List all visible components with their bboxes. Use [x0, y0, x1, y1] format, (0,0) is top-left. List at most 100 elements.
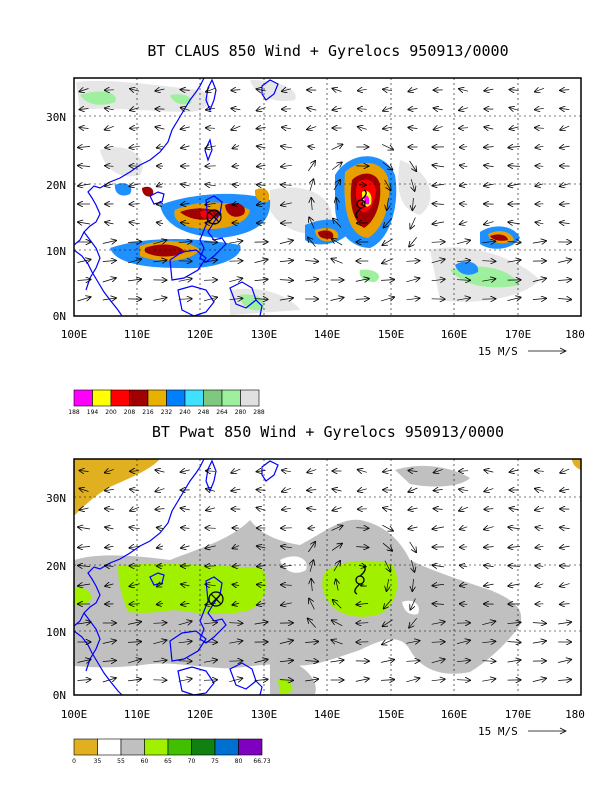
pwat-wind-arrow [308, 619, 316, 628]
pwat-wind-arrow [381, 680, 394, 681]
claus-wind-arrow [102, 261, 116, 262]
pwat-wind-arrow [560, 546, 570, 548]
pwat-wind-arrow [205, 546, 216, 549]
claus-wind-arrow [532, 278, 546, 281]
claus-wind-arrow [434, 108, 443, 110]
pwat-wind-arrow [311, 579, 312, 592]
claus-wind-arrow [560, 108, 570, 109]
pwat-colorbar-label: 0 [72, 758, 76, 765]
pwat-wind-arrow [282, 470, 291, 472]
pwat-wind-arrow [102, 641, 116, 644]
claus-wind-arrow [257, 89, 266, 91]
claus-colorbar-label: 200 [105, 409, 117, 416]
claus-wind-arrow [560, 90, 570, 91]
claus-wind-arrow [130, 184, 140, 187]
pwat-wind-arrow [257, 546, 266, 548]
claus-wind-arrow [460, 222, 468, 225]
pwat-wind-arrow [130, 584, 140, 587]
claus-wind-arrow [456, 280, 470, 281]
claus-wind-arrow [484, 222, 494, 225]
pwat-wind-arrow [233, 584, 240, 585]
pwat-wind-arrow [532, 641, 546, 643]
claus-colorbar-label: 248 [198, 409, 210, 416]
pwat-wind-arrow [333, 600, 342, 609]
pwat-xtick-180: 180 [565, 708, 585, 721]
claus-ytick-0: 0N [53, 310, 66, 323]
pwat-wind-arrow [482, 661, 495, 662]
pwat-wind-arrow [507, 622, 521, 623]
claus-xtick-170: 170E [505, 328, 532, 341]
claus-xtick-100: 100E [61, 328, 88, 341]
claus-wind-arrow [205, 146, 216, 149]
pwat-xtick-150: 150E [378, 708, 405, 721]
claus-wind-arrow [431, 242, 445, 243]
pwat-wind-arrow [434, 489, 443, 490]
pwat-wind-arrow [229, 678, 242, 681]
claus-wind-arrow [309, 218, 315, 229]
pwat-wind-arrow [254, 622, 268, 624]
pwat-wind-arrow [80, 508, 89, 510]
pwat-wind-arrow [459, 471, 469, 472]
claus-wind-arrow [128, 279, 141, 281]
claus-wind-arrow [257, 107, 266, 110]
pwat-wind-arrow [408, 471, 418, 472]
claus-wind-arrow [484, 165, 494, 166]
pwat-wind-arrow [431, 642, 445, 643]
pwat-wind-arrow [203, 660, 217, 663]
pwat-wind-arrow [535, 508, 544, 510]
pwat-wind-arrow [181, 546, 190, 548]
pwat-wind-arrow [411, 560, 414, 572]
pwat-colorbar-label: 70 [188, 758, 196, 765]
claus-wind-arrow [331, 144, 343, 150]
claus-wind-arrow [281, 203, 292, 205]
pwat-y-ticks: 0N 10N 20N 30N [46, 492, 66, 702]
pwat-wind-arrow [333, 508, 342, 511]
claus-wind-arrow [130, 128, 140, 129]
pwat-wind-arrow [456, 640, 470, 643]
claus-colorbar: 188 194 200 208 216 232 240 248 264 280 288 [68, 389, 265, 416]
pwat-wind-vectors [78, 469, 572, 682]
claus-wind-arrow [305, 261, 318, 262]
claus-colorbar-swatch [92, 389, 112, 407]
pwat-colorbar-label: 60 [141, 758, 149, 765]
claus-wind-arrow [482, 279, 495, 281]
claus-gyre-cross-icon [206, 209, 222, 225]
pwat-wind-arrow [178, 679, 192, 682]
claus-wind-arrow [333, 108, 342, 110]
pwat-colorbar-swatch [144, 738, 169, 756]
claus-wind-arrow [382, 258, 394, 264]
claus-wind-arrow [456, 260, 470, 261]
pwat-xtick-100: 100E [61, 708, 88, 721]
pwat-wind-arrow [460, 584, 468, 586]
claus-wind-arrow [128, 259, 141, 263]
claus-wind-arrow [408, 128, 418, 129]
claus-wind-arrow [155, 89, 165, 91]
claus-wind-arrow [383, 127, 393, 129]
claus-colorbar-swatch [203, 389, 223, 407]
pwat-wind-arrow [560, 584, 570, 587]
claus-wind-arrow [153, 240, 166, 244]
pwat-wind-arrow [279, 680, 293, 681]
pwat-wind-arrow [105, 566, 114, 567]
pwat-wind-arrow [130, 527, 140, 528]
pwat-wind-arrow [157, 604, 164, 605]
claus-wind-arrow [387, 198, 389, 210]
pwat-wind-arrow [387, 579, 389, 591]
pwat-wind-arrow [484, 547, 494, 548]
claus-wind-arrow [308, 237, 316, 247]
claus-colorbar-label: 216 [142, 409, 154, 416]
pwat-gyre-cross-icon [208, 591, 224, 607]
pwat-wind-arrow [206, 489, 216, 492]
claus-wind-arrow [279, 298, 293, 300]
pwat-wind-arrow [229, 623, 242, 624]
pwat-wind-arrow [382, 542, 392, 551]
pwat-wind-arrow [105, 489, 114, 490]
pwat-wind-arrow [535, 489, 544, 492]
claus-wind-arrow [105, 222, 114, 224]
pwat-colorbar-label: 55 [117, 758, 125, 765]
claus-ytick-20: 20N [46, 179, 66, 192]
claus-wind-arrow [105, 184, 114, 186]
pwat-wind-arrow [105, 527, 114, 529]
pwat-wind-arrow [330, 660, 344, 662]
